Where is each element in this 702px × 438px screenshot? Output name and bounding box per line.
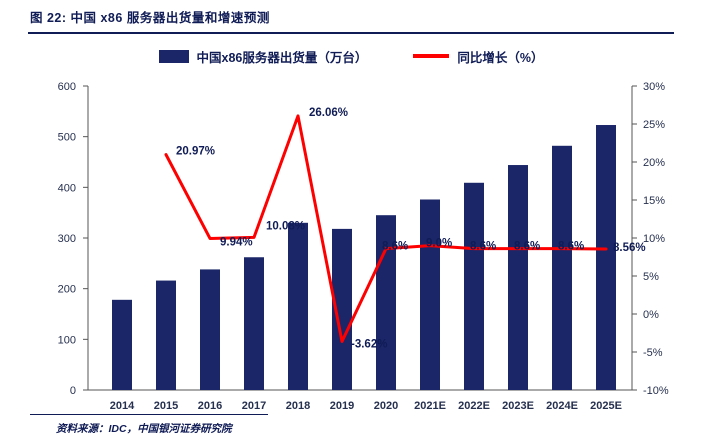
growth-label: 9.94%: [220, 236, 253, 248]
chart-area: 0 100 200 300 400 500 600 -10% -5% 0% 5% 10% 15% 20% 2…: [0, 68, 702, 414]
bar: [596, 125, 616, 390]
figure-header: 图 22: 中国 x86 服务器出货量和增速预测: [28, 0, 674, 34]
chart-legend: 中国x86服务器出货量（万台） 同比增长（%）: [0, 46, 702, 66]
growth-label: 10.08%: [266, 220, 305, 232]
growth-label: -3.62%: [351, 339, 387, 351]
x-axis-tick: 2016: [198, 400, 222, 412]
bar: [332, 228, 352, 390]
left-axis-tick: 200: [58, 284, 76, 296]
bar: [420, 199, 440, 390]
bar: [288, 222, 308, 390]
x-axis-tick: 2025E: [590, 400, 622, 412]
legend-line-label: 同比增长（%）: [457, 50, 544, 65]
right-axis-tick: 10%: [643, 233, 665, 245]
line-swatch-icon: [413, 54, 450, 58]
x-axis-tick: 2017: [242, 400, 266, 412]
bar: [508, 165, 528, 390]
growth-label: 20.97%: [176, 146, 215, 158]
x-axis-tick: 2014: [110, 400, 135, 412]
bar: [200, 269, 220, 390]
growth-label: 8.6%: [382, 241, 408, 253]
right-axis-tick: 5%: [643, 271, 659, 283]
right-axis-tick: 25%: [643, 119, 665, 131]
growth-label: 8.6%: [558, 241, 584, 253]
right-axis-tick: -5%: [643, 347, 663, 359]
right-axis-tick: 15%: [643, 195, 665, 207]
growth-label: 8.56%: [613, 242, 646, 254]
x-axis-tick: 2018: [286, 400, 310, 412]
x-axis-tick: 2021E: [414, 400, 446, 412]
growth-label: 8.6%: [470, 241, 496, 253]
growth-label: 26.06%: [309, 107, 348, 119]
right-axis-tick: -10%: [643, 385, 669, 397]
figure-title: 图 22: 中国 x86 服务器出货量和增速预测: [30, 11, 270, 25]
x-axis-tick: 2019: [330, 400, 354, 412]
bar-swatch-icon: [158, 49, 189, 63]
left-axis-tick: 600: [58, 81, 76, 93]
bar: [112, 299, 132, 390]
x-axis-tick: 2024E: [546, 400, 578, 412]
left-axis-tick: 300: [58, 233, 76, 245]
legend-item-growth: 同比增长（%）: [413, 47, 543, 66]
right-axis-tick: 20%: [643, 157, 665, 169]
right-axis-tick: 30%: [643, 81, 665, 93]
legend-bar-label: 中国x86服务器出货量（万台）: [196, 50, 368, 65]
growth-label: 8.6%: [514, 241, 540, 253]
x-axis-tick: 2015: [154, 400, 178, 412]
left-axis-tick: 100: [58, 334, 76, 346]
source-note: 资料来源：IDC，中国银河证券研究院: [56, 423, 232, 435]
right-axis-tick: 0%: [643, 309, 659, 321]
bar: [244, 257, 264, 390]
growth-line: [164, 114, 608, 344]
left-axis-tick: 0: [70, 385, 76, 397]
x-axis-tick: 2020: [374, 400, 398, 412]
figure-footer: 资料来源：IDC，中国银河证券研究院: [30, 414, 268, 437]
shipment-growth-chart: 0 100 200 300 400 500 600 -10% -5% 0% 5% 10% 15% 20% 2…: [58, 81, 669, 412]
bar: [156, 280, 176, 390]
bar: [552, 145, 572, 390]
left-axis-tick: 500: [58, 132, 76, 144]
x-axis-tick: 2023E: [502, 400, 534, 412]
bar: [464, 182, 484, 390]
x-axis-tick: 2022E: [458, 400, 490, 412]
legend-item-shipments: 中国x86服务器出货量（万台）: [158, 47, 368, 66]
left-axis-tick: 400: [58, 182, 76, 194]
growth-label: 9.0%: [426, 238, 452, 250]
